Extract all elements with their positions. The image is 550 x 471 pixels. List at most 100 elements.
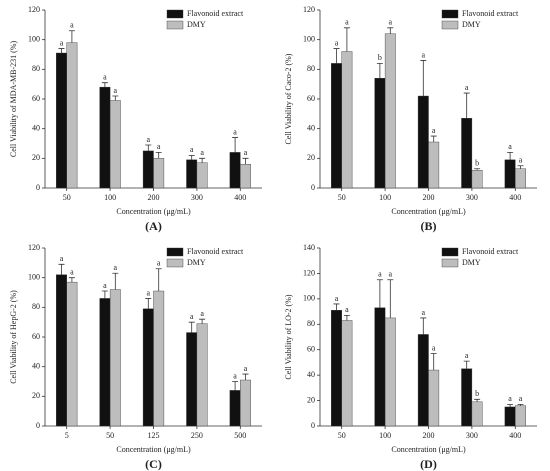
- error-bar: [517, 403, 524, 406]
- y-tick-label: 20: [32, 153, 40, 162]
- y-tick-label: 40: [32, 123, 40, 132]
- bar: [99, 86, 111, 189]
- significance-letter: a: [70, 21, 74, 30]
- significance-letter: a: [508, 142, 512, 151]
- significance-letter: a: [378, 270, 382, 279]
- bar: [153, 158, 165, 189]
- bar: [56, 52, 67, 189]
- significance-letter: a: [519, 394, 523, 403]
- significance-letter: a: [432, 126, 436, 135]
- significance-letter: b: [475, 159, 479, 168]
- error-bar: [188, 321, 195, 333]
- bar: [417, 334, 429, 427]
- significance-letter: a: [508, 394, 512, 403]
- bar: [504, 406, 516, 427]
- error-bar: [145, 298, 152, 309]
- bar: [428, 141, 440, 189]
- y-tick-label: 120: [303, 5, 315, 14]
- error-bar: [101, 290, 108, 299]
- significance-letter: a: [200, 148, 204, 157]
- significance-letter: a: [345, 18, 349, 27]
- x-tick-label: 100: [379, 431, 391, 440]
- bar: [186, 332, 198, 427]
- error-bar: [155, 268, 162, 292]
- y-tick-label: 40: [307, 370, 315, 379]
- x-tick-label: 300: [466, 431, 478, 440]
- bar: [428, 369, 440, 427]
- legend-swatch: [166, 9, 184, 19]
- y-tick-label: 80: [307, 319, 315, 328]
- significance-letter: b: [378, 53, 382, 62]
- significance-letter: a: [70, 267, 74, 276]
- significance-letter: a: [244, 364, 248, 373]
- y-tick-label: 20: [32, 391, 40, 400]
- significance-letter: a: [465, 351, 469, 360]
- bar: [196, 323, 208, 427]
- error-bar: [507, 152, 514, 160]
- error-bar: [155, 152, 162, 159]
- y-tick-label: 0: [36, 421, 40, 430]
- error-bar: [463, 360, 470, 369]
- significance-letter: a: [147, 135, 151, 144]
- bar: [66, 281, 78, 427]
- error-bar: [242, 157, 249, 165]
- significance-letter: a: [335, 294, 339, 303]
- x-tick-label: 100: [379, 193, 391, 202]
- significance-letter: a: [465, 83, 469, 92]
- legend-label: DMY: [462, 20, 481, 29]
- bar: [153, 290, 165, 427]
- x-tick-label: 300: [466, 193, 478, 202]
- y-tick-label: 120: [28, 5, 40, 14]
- legend-label: DMY: [462, 258, 481, 267]
- y-tick-label: 20: [307, 153, 315, 162]
- error-bar: [430, 135, 437, 143]
- bar: [331, 310, 342, 427]
- bar: [504, 159, 516, 189]
- bar: [186, 159, 198, 189]
- error-bar: [376, 279, 383, 308]
- y-tick-label: 40: [307, 123, 315, 132]
- x-tick-label: 50: [106, 431, 114, 440]
- bar: [374, 307, 386, 427]
- legend-label: Flavonoid extract: [187, 247, 244, 256]
- y-tick-label: 60: [32, 94, 40, 103]
- bar: [461, 368, 473, 427]
- significance-letter: a: [244, 148, 248, 157]
- y-tick-label: 100: [303, 34, 315, 43]
- significance-letter: a: [103, 73, 107, 82]
- error-bar: [242, 373, 249, 381]
- legend-swatch: [166, 258, 184, 268]
- significance-letter: a: [233, 127, 237, 136]
- legend-label: DMY: [187, 20, 206, 29]
- bar: [471, 169, 483, 189]
- legend-swatch: [166, 247, 184, 257]
- y-tick-label: 0: [36, 183, 40, 192]
- bar: [341, 51, 353, 189]
- y-tick-label: 100: [28, 272, 40, 281]
- legend-label: DMY: [187, 258, 206, 267]
- significance-letter: a: [200, 309, 204, 318]
- error-bar: [232, 381, 239, 391]
- bar: [109, 100, 121, 189]
- bar: [240, 379, 251, 427]
- significance-letter: a: [114, 263, 118, 272]
- error-bar: [199, 157, 206, 163]
- error-bar: [343, 27, 350, 52]
- significance-letter: a: [345, 305, 349, 314]
- bar: [461, 118, 473, 189]
- significance-letter: a: [157, 142, 161, 151]
- bar: [142, 150, 154, 189]
- significance-letter: a: [389, 18, 393, 27]
- x-tick-label: 50: [338, 193, 346, 202]
- panel-label: (C): [145, 457, 162, 471]
- error-bar: [232, 137, 239, 153]
- error-bar: [145, 144, 152, 151]
- bar: [374, 78, 386, 189]
- x-tick-label: 200: [423, 431, 435, 440]
- legend-swatch: [441, 247, 459, 257]
- x-tick-label: 50: [338, 431, 346, 440]
- error-bar: [112, 95, 119, 101]
- significance-letter: a: [190, 312, 194, 321]
- bar: [515, 168, 526, 189]
- bar: [515, 405, 526, 427]
